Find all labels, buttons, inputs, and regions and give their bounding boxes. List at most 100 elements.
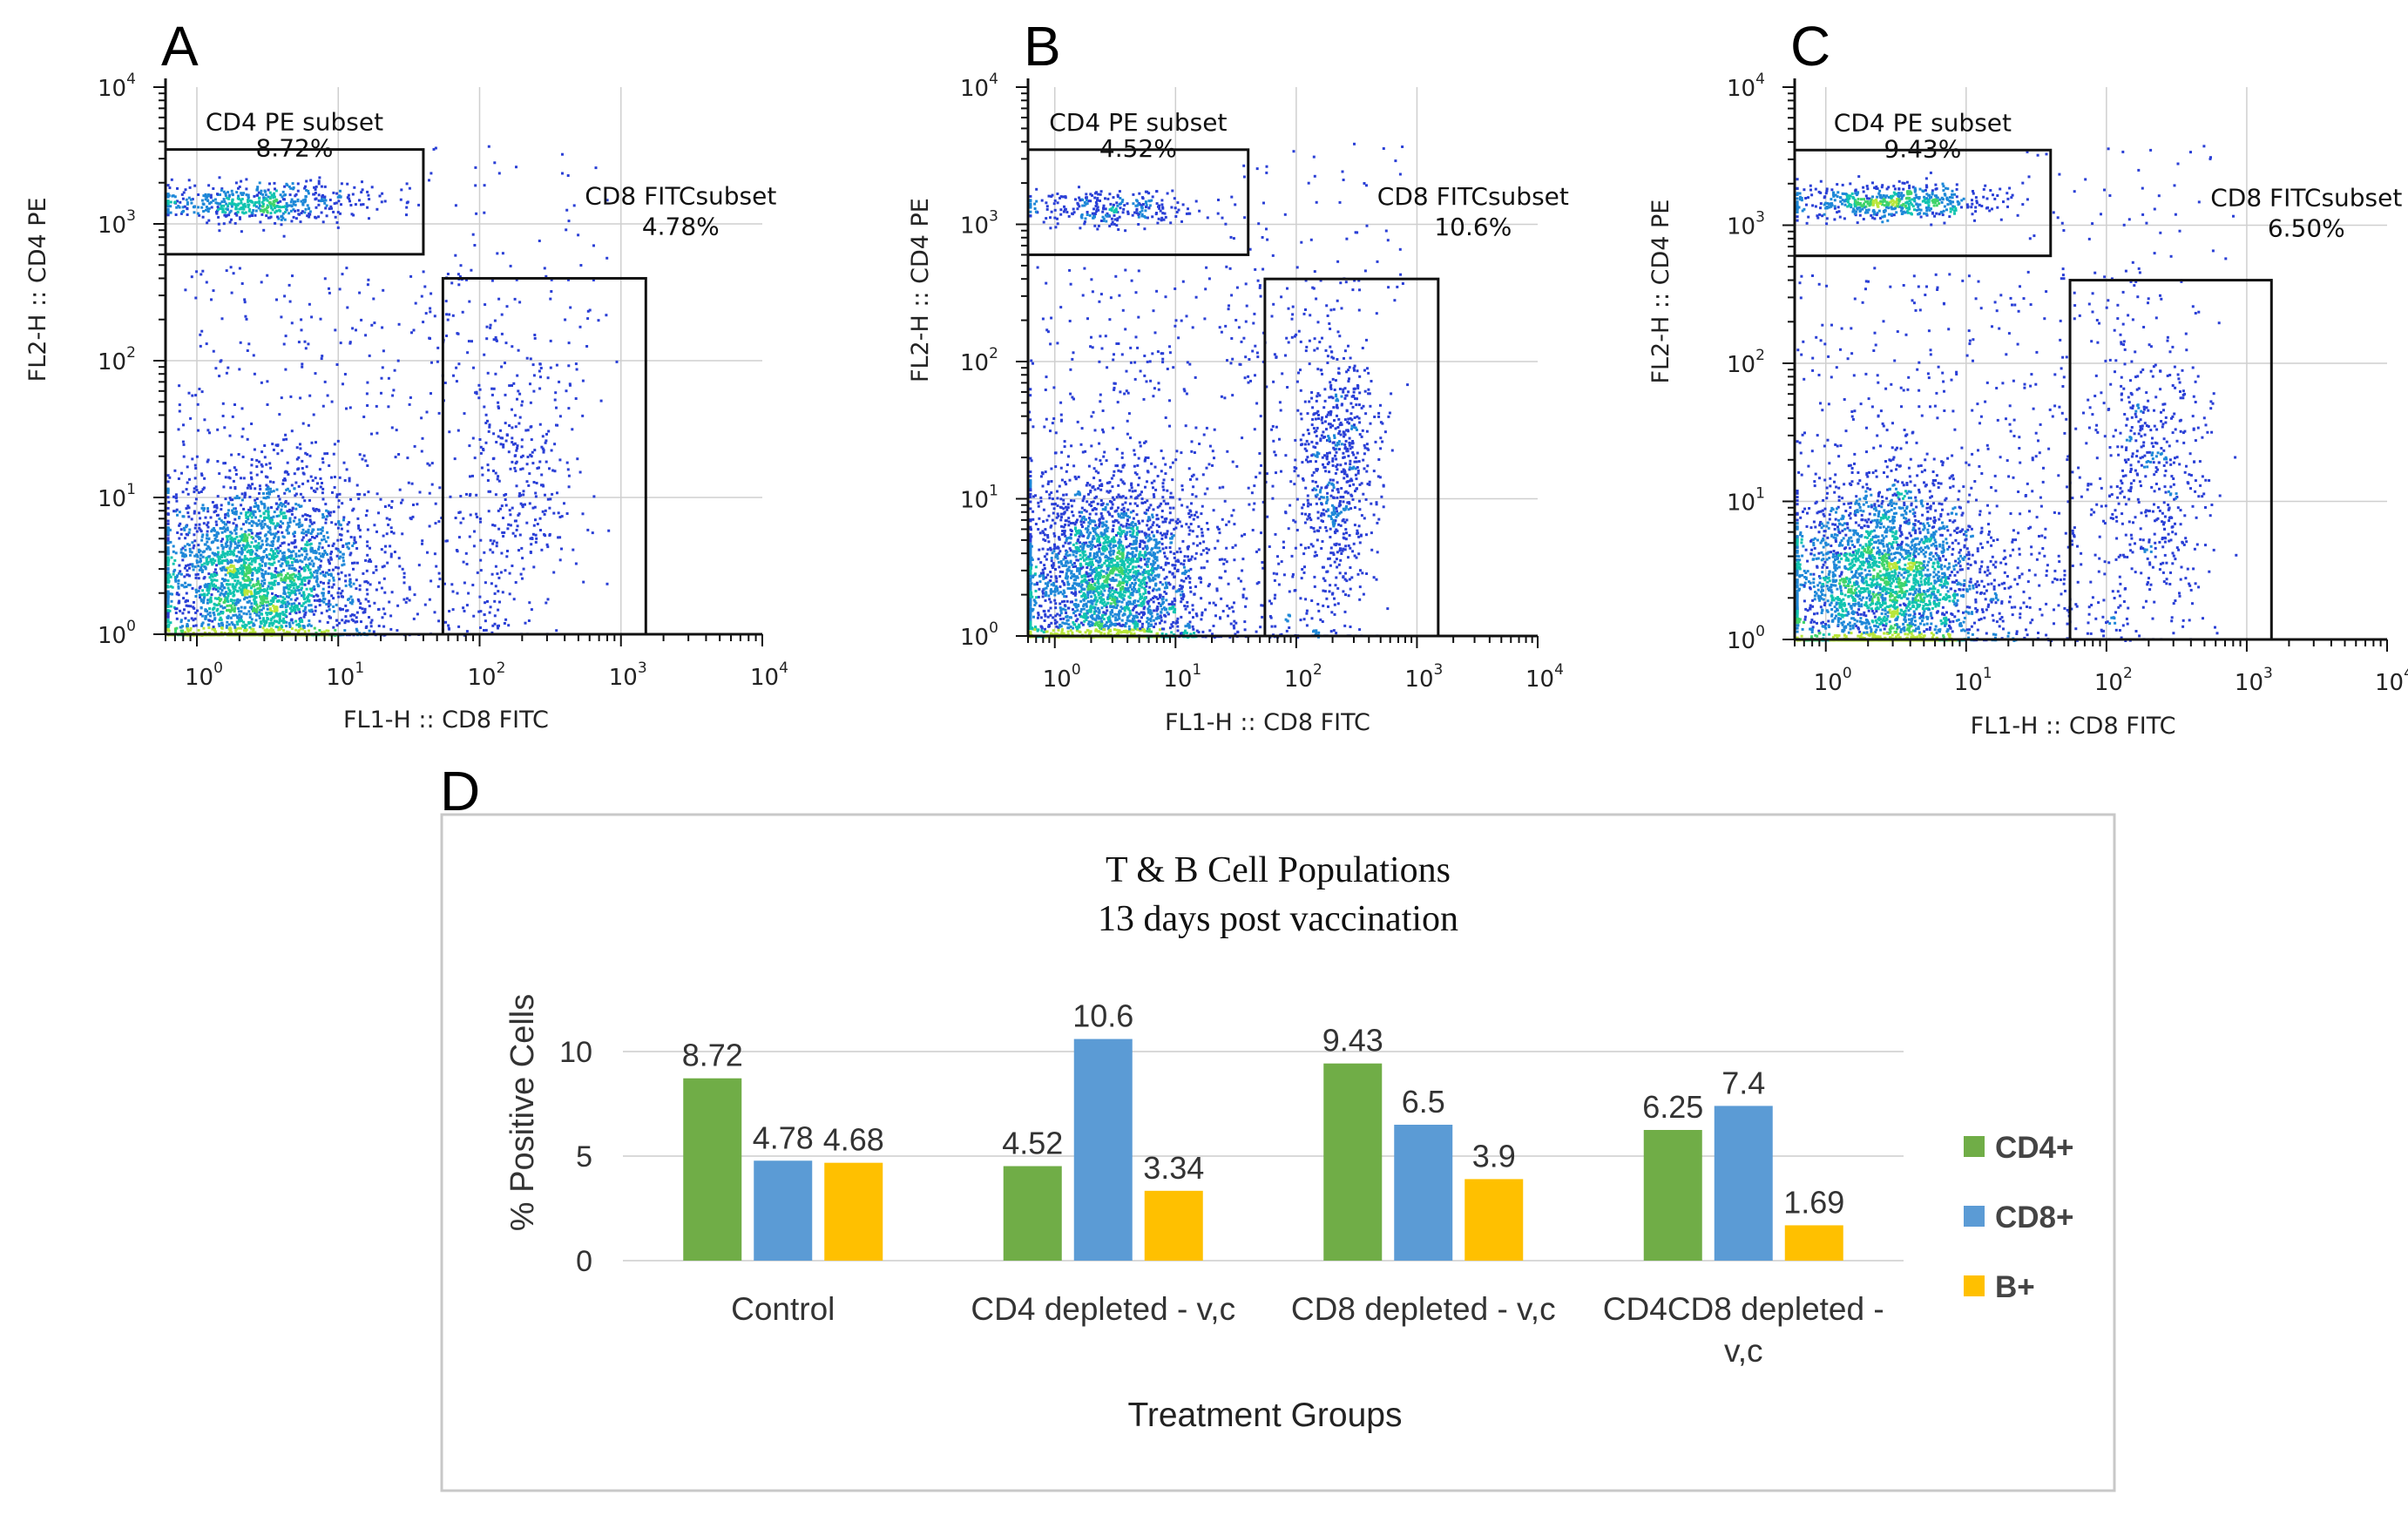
event-dot: [276, 205, 280, 208]
event-dot: [375, 530, 378, 533]
event-dot: [306, 596, 308, 599]
event-dot: [265, 548, 268, 551]
event-dot: [179, 629, 183, 632]
event-dot: [332, 191, 335, 194]
event-dot: [1063, 583, 1066, 586]
event-dot: [191, 198, 194, 201]
event-dot: [417, 564, 421, 567]
event-dot: [209, 614, 212, 618]
event-dot: [323, 549, 327, 552]
event-dot: [227, 588, 231, 592]
event-dot: [269, 466, 273, 470]
event-dot: [285, 488, 288, 491]
event-dot: [257, 542, 260, 545]
event-dot: [511, 506, 514, 510]
event-dot: [203, 592, 206, 596]
event-dot: [228, 552, 232, 556]
event-dot: [229, 616, 233, 619]
event-dot: [493, 599, 497, 603]
event-dot: [166, 213, 170, 216]
event-dot: [341, 273, 344, 276]
event-dot: [294, 575, 297, 578]
event-dot: [245, 538, 248, 541]
event-dot: [197, 206, 200, 209]
event-dot: [265, 537, 268, 540]
event-dot: [348, 597, 351, 600]
event-dot: [309, 575, 313, 578]
event-dot: [254, 619, 258, 622]
event-dot: [1188, 580, 1192, 584]
event-dot: [567, 220, 571, 223]
event-dot: [1112, 592, 1114, 596]
event-dot: [253, 599, 256, 602]
event-dot: [495, 541, 498, 545]
event-dot: [216, 538, 220, 542]
event-dot: [511, 436, 514, 440]
event-dot: [533, 336, 537, 340]
event-dot: [1133, 632, 1136, 635]
event-dot: [493, 592, 497, 595]
event-dot: [1160, 602, 1164, 605]
event-dot: [1037, 528, 1040, 531]
event-dot: [227, 366, 230, 369]
event-dot: [170, 599, 173, 603]
event-dot: [278, 614, 281, 618]
event-dot: [337, 587, 341, 591]
event-dot: [208, 431, 211, 435]
event-dot: [277, 559, 281, 563]
event-dot: [506, 550, 509, 552]
event-dot: [274, 555, 278, 558]
event-dot: [206, 195, 208, 199]
event-dot: [526, 429, 530, 432]
event-dot: [318, 468, 321, 471]
event-dot: [478, 595, 482, 599]
event-dot: [219, 593, 222, 597]
event-dot: [297, 341, 301, 344]
event-dot: [259, 590, 262, 593]
event-dot: [182, 455, 186, 458]
event-dot: [237, 541, 240, 545]
event-dot: [552, 571, 556, 574]
event-dot: [313, 521, 316, 524]
event-dot: [491, 542, 495, 545]
event-dot: [215, 212, 219, 215]
event-dot: [240, 201, 243, 205]
event-dot: [248, 605, 252, 609]
event-dot: [375, 565, 378, 568]
event-dot: [1129, 585, 1133, 589]
event-dot: [250, 476, 253, 479]
event-dot: [181, 584, 185, 587]
event-dot: [330, 206, 333, 210]
event-dot: [1055, 620, 1059, 624]
event-dot: [328, 207, 331, 211]
event-dot: [1088, 554, 1092, 558]
event-dot: [247, 484, 250, 487]
event-dot: [280, 573, 283, 577]
event-dot: [379, 497, 382, 501]
event-dot: [296, 189, 300, 193]
event-dot: [413, 593, 416, 597]
event-dot: [332, 583, 335, 586]
event-dot: [515, 449, 518, 452]
event-dot: [213, 572, 216, 576]
event-dot: [303, 499, 307, 503]
event-dot: [265, 612, 268, 615]
event-dot: [399, 198, 402, 201]
event-dot: [299, 220, 302, 224]
event-dot: [293, 531, 296, 534]
event-dot: [224, 513, 227, 517]
event-dot: [1119, 605, 1123, 609]
event-dot: [221, 623, 225, 626]
event-dot: [1090, 572, 1093, 575]
event-dot: [396, 629, 399, 632]
event-dot: [332, 597, 335, 600]
event-dot: [254, 596, 257, 599]
event-dot: [228, 497, 232, 500]
event-dot: [246, 578, 249, 582]
event-dot: [233, 507, 237, 511]
event-dot: [206, 221, 209, 225]
event-dot: [501, 531, 504, 534]
event-dot: [166, 619, 170, 622]
event-dot: [198, 568, 201, 572]
event-dot: [266, 380, 269, 383]
